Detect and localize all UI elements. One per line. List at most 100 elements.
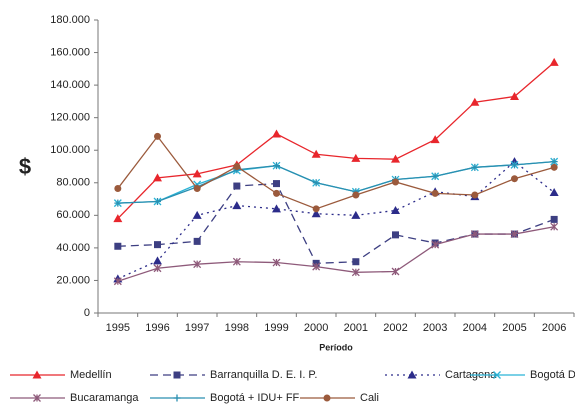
marker — [193, 237, 201, 245]
y-tick-label: 20.000 — [56, 274, 90, 286]
series-line — [117, 160, 555, 204]
marker — [154, 241, 161, 249]
x-tick-label: 1999 — [264, 322, 288, 334]
marker — [273, 180, 280, 188]
marker — [272, 129, 281, 138]
marker — [431, 189, 439, 197]
marker — [153, 173, 162, 182]
marker — [351, 210, 361, 219]
marker — [114, 242, 122, 250]
marker — [323, 394, 331, 402]
marker — [173, 371, 181, 379]
marker — [33, 394, 41, 402]
legend-label: Medellín — [70, 369, 112, 381]
y-tick-label: 40.000 — [56, 242, 90, 254]
marker — [550, 215, 558, 223]
marker — [431, 240, 440, 249]
x-axis-label: Período — [319, 342, 353, 352]
marker — [471, 163, 479, 171]
x-tick-label: 2006 — [542, 322, 566, 334]
marker — [351, 268, 360, 277]
marker — [391, 267, 400, 276]
legend-label: Bogotá + IDU+ FF — [210, 392, 300, 404]
marker — [549, 57, 559, 66]
x-tick-label: 2001 — [344, 322, 368, 334]
marker — [311, 209, 321, 218]
series-line — [117, 160, 555, 280]
marker — [113, 214, 123, 223]
legend-label: Cali — [360, 392, 379, 404]
marker — [351, 153, 361, 162]
marker — [312, 262, 321, 271]
marker — [193, 260, 202, 269]
y-tick-label: 60.000 — [56, 209, 90, 221]
series-line — [117, 226, 555, 282]
marker — [510, 230, 519, 239]
x-tick-label: 2002 — [383, 322, 407, 334]
y-tick-label: 160.000 — [50, 46, 90, 58]
marker — [32, 370, 42, 379]
x-tick-label: 1995 — [106, 322, 130, 334]
marker — [550, 222, 559, 231]
marker — [153, 256, 162, 265]
y-tick-label: 0 — [84, 307, 90, 319]
marker — [407, 370, 417, 379]
marker — [392, 231, 399, 239]
series-line — [117, 182, 555, 265]
marker — [312, 205, 320, 213]
y-tick-label: 80.000 — [56, 177, 90, 189]
y-tick-label: 120.000 — [50, 112, 90, 124]
series-line — [117, 135, 555, 210]
marker — [511, 161, 518, 169]
marker — [232, 201, 242, 210]
x-tick-label: 1998 — [225, 322, 249, 334]
marker — [273, 162, 280, 170]
marker — [352, 191, 360, 199]
marker — [173, 394, 181, 402]
legend-label: Bucaramanga — [70, 392, 139, 404]
marker — [192, 210, 202, 219]
marker — [510, 92, 519, 101]
x-tick-label: 2000 — [304, 322, 328, 334]
marker — [114, 199, 122, 207]
series-line — [117, 61, 555, 220]
marker — [311, 149, 321, 158]
marker — [470, 230, 479, 239]
marker — [113, 277, 122, 286]
marker — [471, 191, 479, 199]
marker — [352, 258, 360, 266]
legend-label: Barranquilla D. E. I. P. — [210, 369, 317, 381]
x-tick-label: 2004 — [463, 322, 487, 334]
marker — [272, 258, 281, 267]
marker — [154, 132, 161, 140]
marker — [550, 163, 558, 171]
series-line — [117, 160, 555, 204]
marker — [114, 184, 122, 192]
y-tick-label: 100.000 — [50, 144, 90, 156]
marker — [391, 205, 400, 214]
marker — [511, 175, 518, 183]
marker — [273, 189, 280, 197]
marker — [312, 179, 320, 187]
marker — [192, 169, 202, 178]
marker — [232, 257, 241, 266]
marker — [233, 182, 241, 190]
legend-label: Bogotá D. C. — [530, 369, 575, 381]
marker — [470, 97, 480, 106]
x-tick-label: 1997 — [185, 322, 209, 334]
x-tick-label: 2003 — [423, 322, 447, 334]
marker — [392, 178, 399, 186]
y-axis-label: $ — [19, 154, 31, 179]
marker — [431, 172, 439, 180]
marker — [193, 184, 201, 192]
marker — [154, 197, 161, 205]
x-tick-label: 2005 — [502, 322, 526, 334]
marker — [272, 204, 281, 213]
marker — [391, 154, 400, 163]
marker — [493, 371, 501, 379]
x-tick-label: 1996 — [145, 322, 169, 334]
y-tick-label: 180.000 — [50, 14, 90, 26]
marker — [153, 264, 162, 273]
marker — [233, 163, 241, 170]
